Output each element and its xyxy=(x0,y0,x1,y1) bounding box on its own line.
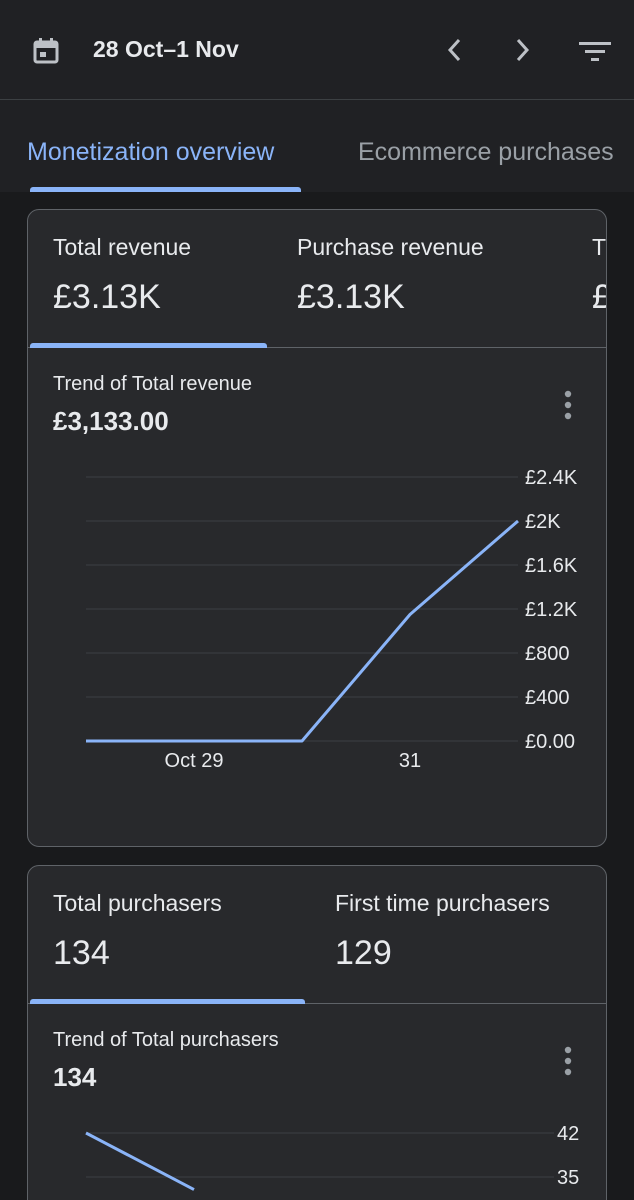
trend-value: £3,133.00 xyxy=(53,406,169,436)
active-kpi-indicator xyxy=(30,999,305,1004)
calendar-icon[interactable] xyxy=(32,37,60,65)
purchasers-trend-chart: 42 35 xyxy=(85,1123,579,1191)
filter-icon[interactable] xyxy=(578,36,612,64)
report-content: Total revenue £3.13K Purchase revenue £3… xyxy=(0,192,634,1200)
series-line xyxy=(86,519,519,743)
date-range-label[interactable]: 28 Oct–1 Nov xyxy=(93,36,239,62)
kpi-label: T xyxy=(592,234,607,260)
y-tick-label: £2.4K xyxy=(525,467,578,489)
kpi-row: Total purchasers 134 First time purchase… xyxy=(28,866,606,1004)
kpi-value: 134 xyxy=(53,934,110,972)
chevron-right-icon[interactable] xyxy=(508,36,536,64)
report-tabs: Monetization overview Ecommerce purchase… xyxy=(0,100,634,192)
y-tick-label: 35 xyxy=(557,1167,579,1189)
top-app-bar: 28 Oct–1 Nov xyxy=(0,0,634,100)
kpi-value: 129 xyxy=(335,934,392,972)
y-tick-label: 42 xyxy=(557,1123,579,1145)
revenue-trend-chart: £2.4K £2K £1.6K £1.2K £800 £400 £0.00 Oct 29 31 xyxy=(86,467,578,772)
kpi-value: £3.13K xyxy=(297,278,405,316)
tab-monetization-overview[interactable]: Monetization overview xyxy=(27,138,275,166)
kpi-value: £ xyxy=(592,278,606,317)
kpi-label: First time purchasers xyxy=(335,890,550,916)
more-options-icon[interactable] xyxy=(560,389,576,421)
kpi-row: Total revenue £3.13K Purchase revenue £3… xyxy=(28,210,606,348)
trend-title: Trend of Total revenue xyxy=(53,373,253,395)
y-tick-label: £0.00 xyxy=(525,731,575,753)
active-kpi-indicator xyxy=(30,343,267,348)
active-tab-indicator xyxy=(30,187,301,192)
y-tick-label: £1.6K xyxy=(525,555,578,577)
series-line xyxy=(85,1131,195,1191)
y-tick-label: £400 xyxy=(525,687,570,709)
more-options-icon[interactable] xyxy=(560,1045,576,1077)
kpi-label: Total revenue xyxy=(53,234,192,260)
chevron-left-icon[interactable] xyxy=(441,36,469,64)
tab-ecommerce-purchases[interactable]: Ecommerce purchases xyxy=(358,138,614,166)
purchasers-card: Total purchasers 134 First time purchase… xyxy=(27,865,607,1200)
y-tick-label: £2K xyxy=(525,511,561,533)
y-tick-label: £1.2K xyxy=(525,599,578,621)
kpi-value: £3.13K xyxy=(53,278,161,316)
kpi-label: Total purchasers xyxy=(53,890,222,916)
x-tick-label: Oct 29 xyxy=(165,750,224,772)
trend-value: 134 xyxy=(53,1062,97,1092)
trend-title: Trend of Total purchasers xyxy=(53,1029,279,1051)
y-tick-label: £800 xyxy=(525,643,570,665)
x-tick-label: 31 xyxy=(399,750,421,772)
revenue-card: Total revenue £3.13K Purchase revenue £3… xyxy=(27,209,607,847)
kpi-label: Purchase revenue xyxy=(297,234,484,260)
